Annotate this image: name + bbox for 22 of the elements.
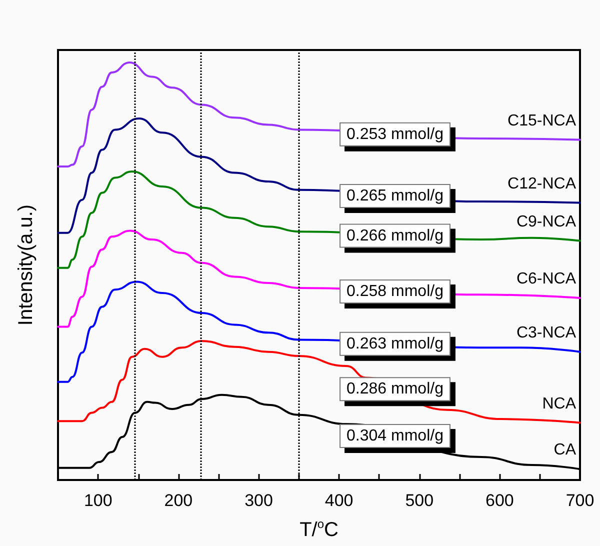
series-label: C6-NCA xyxy=(516,270,576,288)
x-tick-label: 200 xyxy=(164,491,193,510)
x-tick-label: 400 xyxy=(324,491,354,510)
annotation: 0.265 mmol/g xyxy=(346,188,444,205)
series-label: C15-NCA xyxy=(508,112,576,130)
x-tick-label: 600 xyxy=(486,491,514,510)
series-label: C3-NCA xyxy=(516,324,576,342)
y-axis-title: Intensity(a.u.) xyxy=(15,204,37,326)
annotation: 0.304 mmol/g xyxy=(346,427,444,444)
annotation: 0.263 mmol/g xyxy=(346,335,444,352)
annotation: 0.266 mmol/g xyxy=(346,227,444,244)
series-label: C12-NCA xyxy=(508,175,576,192)
annotation: 0.253 mmol/g xyxy=(346,126,444,143)
series-label: CA xyxy=(554,442,576,459)
x-tick-label: 100 xyxy=(84,491,112,510)
x-tick-label: 300 xyxy=(244,491,273,510)
series-label: NCA xyxy=(542,395,576,412)
x-tick-label: 700 xyxy=(566,491,594,510)
annotation: 0.258 mmol/g xyxy=(346,282,444,300)
x-tick-label: 500 xyxy=(405,491,434,510)
series-label: C9-NCA xyxy=(516,213,576,230)
annotation: 0.286 mmol/g xyxy=(346,380,444,398)
